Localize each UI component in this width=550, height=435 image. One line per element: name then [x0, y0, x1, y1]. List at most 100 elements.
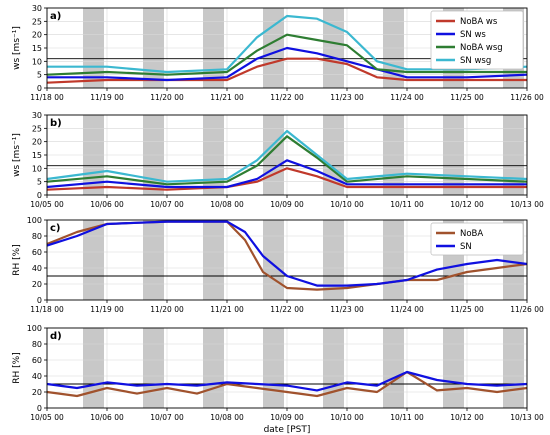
x-tick-label: 10/09 00 — [270, 413, 304, 422]
x-tick-label: 11/19 00 — [90, 305, 124, 314]
y-axis-label: RH [%] — [12, 244, 22, 275]
y-tick-label: 5 — [37, 71, 42, 80]
night-shade — [203, 220, 224, 300]
x-tick-label: 10/05 00 — [30, 200, 64, 209]
legend-label: NoBA ws — [460, 17, 498, 27]
panel-b: 0 5 10 15 20 25 30 10/05 00 10/06 00 10/07 00 10/0… — [12, 111, 544, 209]
panel-label: c) — [50, 223, 61, 234]
y-axis-label: ws [ms⁻¹] — [12, 133, 22, 177]
night-shade — [503, 328, 524, 408]
y-tick-label: 10 — [32, 164, 42, 173]
x-tick-label: 11/23 00 — [330, 305, 364, 314]
y-tick-label: 10 — [32, 57, 42, 66]
y-tick-label: 20 — [32, 280, 42, 289]
x-tick-label: 11/26 00 — [510, 93, 544, 102]
legend-box — [430, 222, 524, 256]
y-tick-label: 0 — [37, 296, 42, 305]
y-tick-label: 100 — [27, 324, 42, 333]
y-tick-label: 60 — [32, 356, 42, 365]
panel-d: 0 20 40 60 80 100 10/05 00 10/06 00 10/07 00 10/0… — [12, 324, 544, 435]
x-tick-label: 11/20 00 — [150, 93, 184, 102]
panel-label: a) — [50, 11, 61, 22]
series-line-sn-ws — [47, 46, 528, 82]
x-tick-label: 11/18 00 — [30, 93, 64, 102]
x-tick-label: 10/05 00 — [30, 413, 64, 422]
legend-label: NoBA wsg — [460, 43, 503, 53]
y-tick-label: 15 — [32, 44, 42, 53]
night-shade — [143, 220, 164, 300]
y-tick-label: 25 — [32, 17, 42, 26]
x-tick-label: 10/11 00 — [390, 413, 424, 422]
x-tick-label: 10/12 00 — [450, 413, 484, 422]
x-tick-label: 11/21 00 — [210, 305, 244, 314]
x-tick-label: 11/20 00 — [150, 305, 184, 314]
x-tick-label: 10/06 00 — [90, 200, 124, 209]
series-line-noba — [46, 370, 528, 398]
panel-label: d) — [50, 331, 62, 342]
y-tick-label: 25 — [32, 124, 42, 133]
x-tick-label: 11/24 00 — [390, 305, 424, 314]
series-line-sn — [46, 220, 528, 287]
x-tick-label: 10/09 00 — [270, 200, 304, 209]
night-shade — [143, 328, 164, 408]
legend: NoBA ws SN ws NoBA wsg SN wsg — [430, 10, 524, 70]
night-shade — [203, 328, 224, 408]
night-shade — [263, 328, 284, 408]
x-tick-label: 10/12 00 — [450, 200, 484, 209]
y-tick-label: 20 — [32, 388, 42, 397]
y-axis-label: RH [%] — [12, 352, 22, 383]
panel-c: 0 20 40 60 80 100 11/18 00 11/19 00 11/20 00 11/2… — [12, 216, 544, 314]
y-tick-label: 100 — [27, 216, 42, 225]
night-shade — [83, 328, 104, 408]
legend-label: SN ws — [460, 30, 486, 40]
y-tick-label: 0 — [37, 191, 42, 200]
night-shade — [383, 220, 404, 300]
y-tick-label: 40 — [32, 264, 42, 273]
night-shade — [323, 328, 344, 408]
night-shade — [383, 328, 404, 408]
legend: NoBA SN — [430, 222, 524, 256]
x-tick-label: 10/11 00 — [390, 200, 424, 209]
x-tick-label: 10/10 00 — [330, 413, 364, 422]
y-tick-label: 30 — [32, 111, 42, 120]
night-shade — [263, 220, 284, 300]
series-line-sn-wsg — [47, 14, 528, 74]
series-line-noba-wsg — [46, 33, 527, 76]
y-axis-label: ws [ms⁻¹] — [12, 26, 22, 70]
panel-label: b) — [50, 118, 62, 129]
y-tick-label: 0 — [37, 404, 42, 413]
series-line-sn — [46, 370, 528, 392]
x-tick-label: 10/06 00 — [90, 413, 124, 422]
series-line-sn-wsg — [46, 129, 528, 183]
x-tick-label: 11/25 00 — [450, 305, 484, 314]
x-tick-label: 11/25 00 — [450, 93, 484, 102]
x-tick-label: 10/07 00 — [150, 413, 184, 422]
y-tick-label: 20 — [32, 31, 42, 40]
x-tick-label: 11/21 00 — [210, 93, 244, 102]
legend-label: SN wsg — [460, 56, 491, 66]
series-line-noba-wsg — [46, 135, 528, 186]
x-tick-label: 11/24 00 — [390, 93, 424, 102]
legend-label: NoBA — [460, 229, 483, 239]
panel-a: 0 5 10 15 20 25 30 11/18 00 11/19 00 11/20 00 11/2… — [12, 4, 544, 102]
y-tick-label: 40 — [32, 372, 42, 381]
y-tick-label: 80 — [32, 340, 42, 349]
y-tick-label: 15 — [32, 151, 42, 160]
legend-label: SN — [460, 242, 472, 252]
x-tick-label: 10/08 00 — [210, 413, 244, 422]
night-shade — [323, 220, 344, 300]
x-tick-label: 10/13 00 — [510, 200, 544, 209]
x-tick-label: 10/10 00 — [330, 200, 364, 209]
x-tick-label: 10/08 00 — [210, 200, 244, 209]
x-tick-label: 10/07 00 — [150, 200, 184, 209]
x-tick-label: 11/22 00 — [270, 305, 304, 314]
x-tick-label: 11/22 00 — [270, 93, 304, 102]
series-line-sn-ws — [46, 159, 527, 189]
y-tick-label: 0 — [37, 84, 42, 93]
series-line-noba-ws — [46, 167, 527, 191]
x-tick-label: 11/23 00 — [330, 93, 364, 102]
night-shade — [83, 220, 104, 300]
y-tick-label: 60 — [32, 248, 42, 257]
x-axis-label: date [PST] — [264, 425, 311, 435]
y-tick-label: 30 — [32, 4, 42, 13]
